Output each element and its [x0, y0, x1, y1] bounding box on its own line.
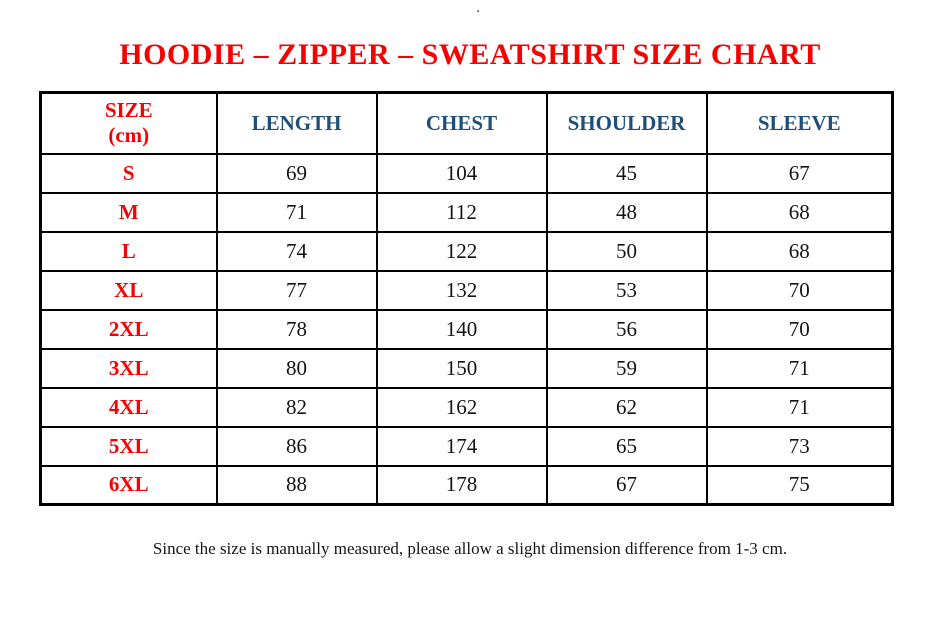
shoulder-value-cell: 50 [545, 230, 708, 272]
header-cell-size: SIZE (cm) [39, 91, 218, 155]
sleeve-value-cell: 70 [705, 269, 894, 311]
sleeve-value-cell: 68 [705, 230, 894, 272]
sleeve-value-cell: 67 [705, 152, 894, 194]
chest-value-cell: 112 [375, 191, 548, 233]
chest-value-cell: 150 [375, 347, 548, 389]
shoulder-value-cell: 67 [545, 464, 708, 506]
sleeve-value-cell: 70 [705, 308, 894, 350]
size-cell: M [39, 191, 218, 233]
length-value-cell: 69 [215, 152, 378, 194]
size-cell: L [39, 230, 218, 272]
header-cell-shoulder: SHOULDER [545, 91, 708, 155]
shoulder-value-cell: 56 [545, 308, 708, 350]
size-cell: 4XL [39, 386, 218, 428]
chest-value-cell: 174 [375, 425, 548, 467]
table-row: 2XL 78 140 56 70 [39, 308, 894, 350]
header-cell-chest: CHEST [375, 91, 548, 155]
table-row: L 74 122 50 68 [39, 230, 894, 272]
length-value-cell: 86 [215, 425, 378, 467]
sleeve-value-cell: 71 [705, 347, 894, 389]
length-value-cell: 78 [215, 308, 378, 350]
page-title: HOODIE – ZIPPER – SWEATSHIRT SIZE CHART [119, 38, 821, 71]
header-cell-length: LENGTH [215, 91, 378, 155]
size-chart-table: SIZE (cm) LENGTH CHEST SHOULDER SLEEVE S… [39, 91, 894, 506]
footer-note: Since the size is manually measured, ple… [152, 539, 788, 558]
shoulder-value-cell: 62 [545, 386, 708, 428]
table-row: 4XL 82 162 62 71 [39, 386, 894, 428]
sleeve-value-cell: 71 [705, 386, 894, 428]
length-value-cell: 74 [215, 230, 378, 272]
table-row: 5XL 86 174 65 73 [39, 425, 894, 467]
chest-value-cell: 140 [375, 308, 548, 350]
shoulder-value-cell: 48 [545, 191, 708, 233]
length-value-cell: 82 [215, 386, 378, 428]
header-row: SIZE (cm) LENGTH CHEST SHOULDER SLEEVE [39, 91, 894, 155]
size-cell: XL [39, 269, 218, 311]
chest-value-cell: 122 [375, 230, 548, 272]
header-size-label: SIZE [104, 98, 153, 123]
size-cell: S [39, 152, 218, 194]
chest-value-cell: 104 [375, 152, 548, 194]
length-value-cell: 80 [215, 347, 378, 389]
size-cell: 5XL [39, 425, 218, 467]
sleeve-value-cell: 75 [705, 464, 894, 506]
chest-value-cell: 132 [375, 269, 548, 311]
shoulder-value-cell: 65 [545, 425, 708, 467]
length-value-cell: 88 [215, 464, 378, 506]
size-cell: 3XL [39, 347, 218, 389]
sleeve-value-cell: 68 [705, 191, 894, 233]
shoulder-value-cell: 59 [545, 347, 708, 389]
table-row: S 69 104 45 67 [39, 152, 894, 194]
stray-dot-artifact: . [476, 1, 481, 16]
table-row: M 71 112 48 68 [39, 191, 894, 233]
size-cell: 2XL [39, 308, 218, 350]
shoulder-value-cell: 53 [545, 269, 708, 311]
length-value-cell: 77 [215, 269, 378, 311]
table-row: 6XL 88 178 67 75 [39, 464, 894, 506]
table-row: XL 77 132 53 70 [39, 269, 894, 311]
table-row: 3XL 80 150 59 71 [39, 347, 894, 389]
chest-value-cell: 178 [375, 464, 548, 506]
header-size-unit: (cm) [108, 123, 150, 148]
length-value-cell: 71 [215, 191, 378, 233]
header-cell-sleeve: SLEEVE [705, 91, 894, 155]
size-cell: 6XL [39, 464, 218, 506]
shoulder-value-cell: 45 [545, 152, 708, 194]
sleeve-value-cell: 73 [705, 425, 894, 467]
chest-value-cell: 162 [375, 386, 548, 428]
